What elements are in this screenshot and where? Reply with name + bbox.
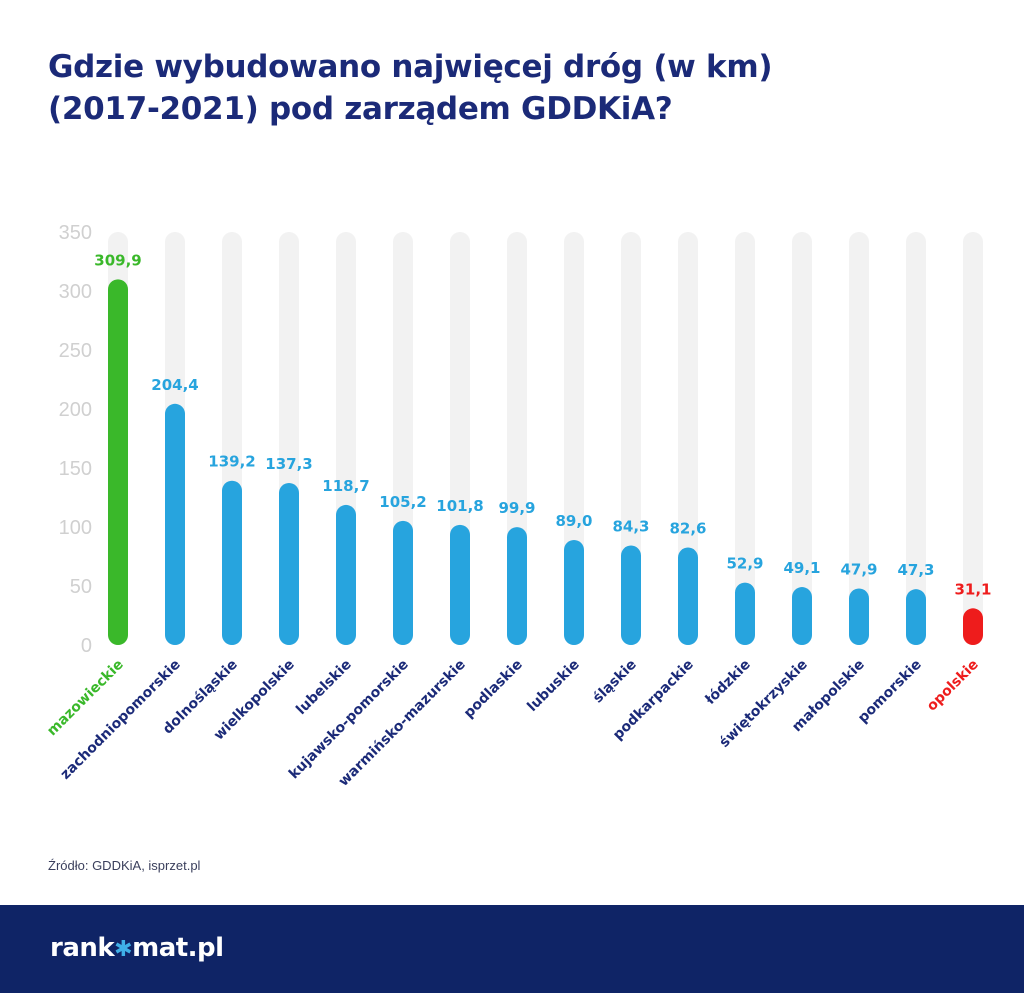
bar-track	[849, 232, 869, 645]
bar	[336, 504, 356, 645]
bar	[792, 587, 812, 645]
bar	[450, 524, 470, 645]
value-label: 49,1	[783, 559, 820, 577]
category-label: opolskie	[924, 657, 982, 715]
value-label: 84,3	[612, 518, 649, 536]
value-label: 139,2	[208, 453, 255, 471]
bar	[393, 520, 413, 645]
bar-chart: 050100150200250300350309,9mazowieckie204…	[44, 222, 991, 790]
bar	[165, 403, 185, 645]
bar	[222, 480, 242, 645]
source-note: Źródło: GDDKiA, isprzet.pl	[48, 858, 201, 873]
value-label: 101,8	[436, 497, 483, 515]
bar-track	[678, 232, 698, 645]
bar	[621, 545, 641, 645]
y-tick-label: 300	[59, 281, 92, 303]
value-label: 137,3	[265, 455, 312, 473]
y-tick-label: 200	[59, 399, 92, 421]
bar-track	[963, 232, 983, 645]
bar	[108, 279, 128, 645]
y-tick-label: 350	[59, 222, 92, 244]
category-label: łódzkie	[702, 657, 754, 709]
bar	[849, 588, 869, 645]
title-line-1: Gdzie wybudowano najwięcej dróg (w km)	[48, 49, 773, 85]
footer-bar: rank✱mat.pl	[0, 905, 1024, 993]
bar	[963, 608, 983, 645]
bar-track	[621, 232, 641, 645]
value-label: 47,9	[840, 560, 877, 578]
bar-track	[792, 232, 812, 645]
value-label: 309,9	[94, 251, 141, 269]
value-label: 47,3	[897, 561, 934, 579]
value-label: 118,7	[322, 477, 369, 495]
value-label: 105,2	[379, 493, 426, 511]
category-label: lubelskie	[293, 657, 355, 719]
bar-track	[735, 232, 755, 645]
y-tick-label: 100	[59, 517, 92, 539]
bar	[906, 589, 926, 645]
value-label: 31,1	[954, 580, 991, 598]
bar	[564, 539, 584, 645]
chart-title: Gdzie wybudowano najwięcej dróg (w km) (…	[48, 46, 988, 130]
category-label: kujawsko-pomorskie	[286, 657, 412, 783]
category-label: podlaskie	[461, 657, 526, 722]
y-tick-label: 50	[70, 576, 92, 598]
bar	[507, 527, 527, 645]
value-label: 99,9	[498, 499, 535, 517]
value-label: 89,0	[555, 512, 592, 530]
category-label: lubuskie	[524, 657, 582, 715]
y-tick-label: 150	[59, 458, 92, 480]
title-line-2: (2017-2021) pod zarządem GDDKiA?	[48, 91, 673, 127]
star-icon: ✱	[114, 937, 133, 962]
y-tick-label: 0	[81, 635, 92, 657]
value-label: 82,6	[669, 520, 706, 538]
category-label: zachodniopomorskie	[58, 657, 184, 783]
value-label: 52,9	[726, 555, 763, 573]
bar	[678, 547, 698, 645]
bar	[279, 482, 299, 645]
value-label: 204,4	[151, 376, 198, 394]
bar-track	[906, 232, 926, 645]
bar	[735, 582, 755, 645]
category-label: śląskie	[590, 657, 640, 707]
brand-logo: rank✱mat.pl	[50, 933, 224, 963]
y-tick-label: 250	[59, 340, 92, 362]
